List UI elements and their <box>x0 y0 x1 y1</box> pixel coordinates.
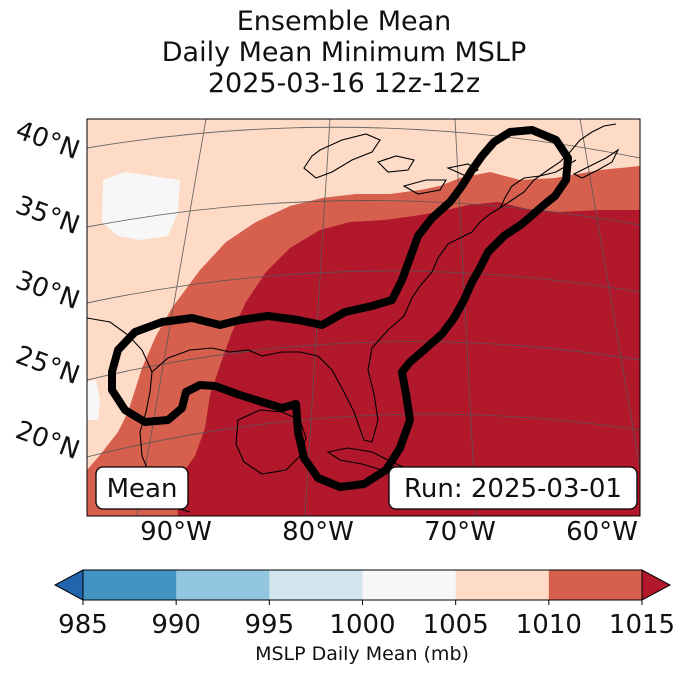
colorbar-tick-label: 1000 <box>329 610 395 640</box>
lon-axis-labels: 90°W 80°W 70°W 60°W <box>140 517 638 547</box>
great-lakes <box>303 133 480 195</box>
field-1000-1005-edge <box>87 380 100 420</box>
colorbar-label: MSLP Daily Mean (mb) <box>255 643 469 665</box>
colorbar-ticks: 985 990 995 1000 1005 1010 1015 <box>58 600 675 640</box>
mean-annotation-text: Mean <box>107 474 178 504</box>
colorbar-tick-label: 1005 <box>423 610 489 640</box>
colorbar-extend-high <box>641 569 672 601</box>
lat-label-20n: 20°N <box>12 415 84 466</box>
lat-axis-labels: 40°N 35°N 30°N 25°N 20°N <box>12 115 84 466</box>
colorbar-tick-label: 1015 <box>609 610 675 640</box>
colorbar-cell <box>176 570 270 600</box>
title-line-3: 2025-03-16 12z-12z <box>207 68 481 99</box>
lat-label-30n: 30°N <box>12 265 84 316</box>
us-gulf-coast <box>151 159 577 443</box>
colorbar-tick-label: 985 <box>58 610 108 640</box>
parallel-35n <box>87 200 640 228</box>
title-line-1: Ensemble Mean <box>236 6 452 37</box>
colorbar-cell <box>548 570 643 600</box>
meridian-60w <box>579 119 640 469</box>
lon-label-70w: 70°W <box>424 517 496 547</box>
parallel-20n <box>87 413 640 458</box>
chart-title: Ensemble Mean Daily Mean Minimum MSLP 20… <box>0 6 688 99</box>
graticule <box>87 119 640 516</box>
colorbar-cell <box>362 570 457 600</box>
meridian-80w <box>304 119 331 516</box>
map-frame <box>86 118 641 517</box>
title-line-2: Daily Mean Minimum MSLP <box>161 37 527 68</box>
lat-label-25n: 25°N <box>12 340 84 391</box>
parallel-30n <box>87 270 640 304</box>
colorbar-cell <box>269 570 363 600</box>
colorbar-cell <box>83 570 177 600</box>
mean-annotation: Mean <box>95 466 189 510</box>
colorbar-tick-label: 990 <box>151 610 201 640</box>
lon-label-90w: 90°W <box>140 517 212 547</box>
map-panel <box>87 119 640 516</box>
colorbar-extend-low <box>53 569 84 601</box>
colorbar-tick-label: 995 <box>245 610 295 640</box>
colorbar-cells <box>53 569 672 601</box>
colorbar-tick-label: 1010 <box>516 610 582 640</box>
lat-label-40n: 40°N <box>12 115 84 166</box>
lat-label-35n: 35°N <box>12 190 84 241</box>
northeast-coast <box>499 123 617 209</box>
contour-outline <box>108 126 572 491</box>
field-1000-1005-patch <box>102 172 180 240</box>
lon-label-80w: 80°W <box>282 517 354 547</box>
lon-label-60w: 60°W <box>566 517 638 547</box>
mean-annotation-box <box>95 466 189 510</box>
run-annotation: Run: 2025-03-01 <box>388 466 638 510</box>
run-annotation-text: Run: 2025-03-01 <box>404 474 622 504</box>
colorbar-cell <box>455 570 550 600</box>
run-annotation-box <box>388 466 638 510</box>
nova-scotia <box>572 148 620 179</box>
colorbar: 985 990 995 1000 1005 1010 1015 MSLP Daily Mea… <box>53 569 675 665</box>
